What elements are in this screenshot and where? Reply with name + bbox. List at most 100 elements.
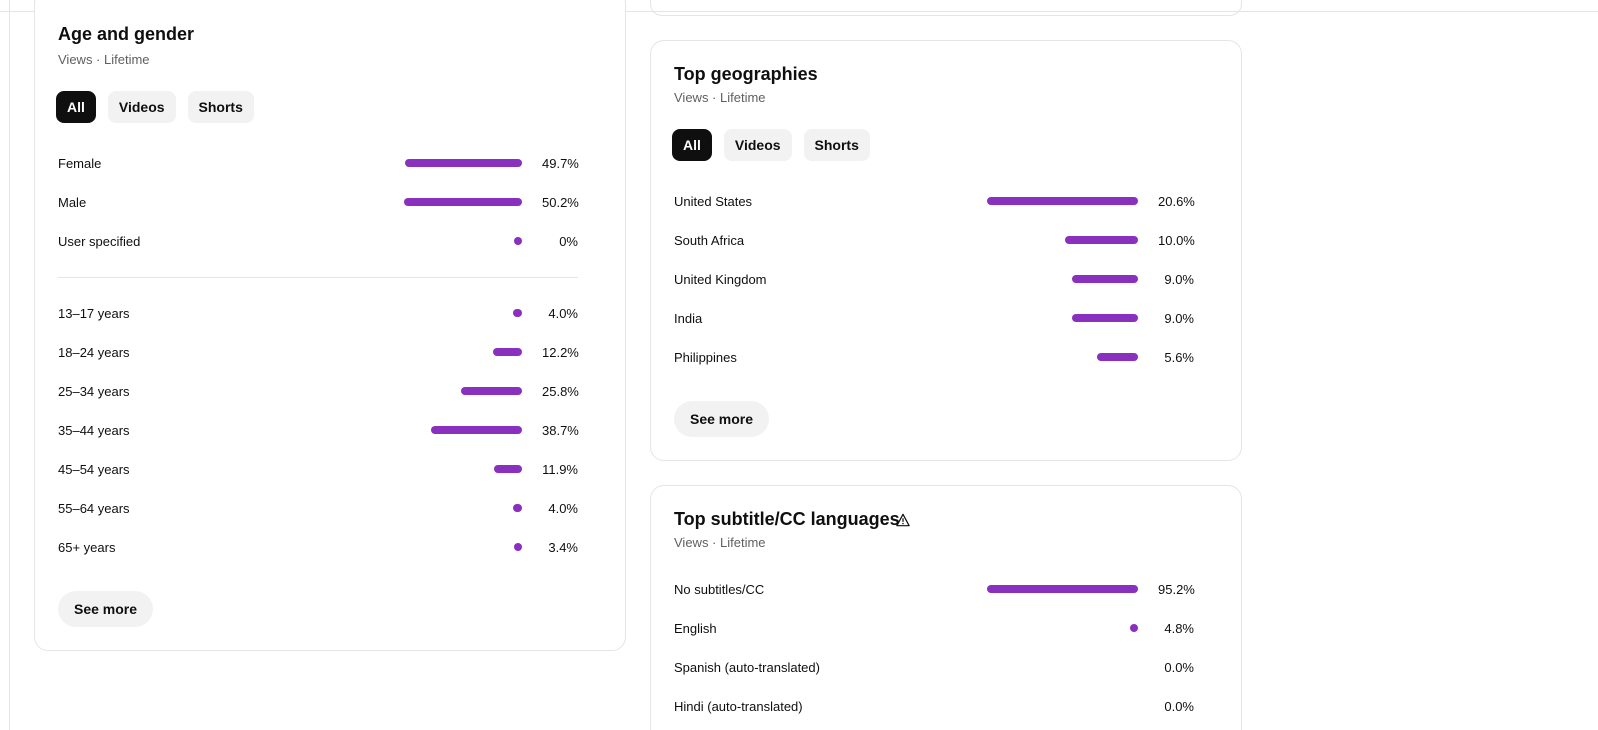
bar-track — [978, 314, 1138, 322]
row-value: 0% — [559, 233, 578, 249]
bar-fill — [513, 309, 522, 317]
list-item: 25–34 years 25.8% — [58, 381, 579, 401]
bar-fill — [987, 585, 1138, 593]
bar-track — [978, 624, 1138, 632]
chip-shorts[interactable]: Shorts — [187, 91, 254, 123]
bar-track — [362, 348, 522, 356]
row-label: No subtitles/CC — [674, 581, 765, 597]
list-item: Spanish (auto-translated) 0.0% — [674, 657, 1194, 677]
bar-track — [978, 275, 1138, 283]
bar-track — [362, 543, 522, 551]
row-value: 10.0% — [1158, 232, 1195, 248]
list-item: 45–54 years 11.9% — [58, 459, 578, 479]
bar-track — [362, 198, 522, 206]
see-more-button[interactable]: See more — [674, 401, 770, 437]
card-title: Age and gender — [58, 24, 195, 44]
row-label: Female — [58, 155, 102, 171]
list-item: No subtitles/CC 95.2% — [674, 579, 1195, 599]
row-value: 11.9% — [542, 461, 578, 477]
bar-fill — [404, 198, 522, 206]
card-title: Top subtitle/CC languages — [674, 509, 900, 529]
card-subtitle: Views · Lifetime — [58, 52, 150, 67]
list-item: 18–24 years 12.2% — [58, 342, 579, 362]
chip-all[interactable]: All — [56, 91, 96, 123]
row-label: User specified — [58, 233, 141, 249]
row-value: 20.6% — [1158, 193, 1195, 209]
bar-fill — [494, 465, 522, 473]
row-label: 45–54 years — [58, 461, 130, 477]
page-left-border — [9, 0, 10, 730]
row-value: 0.0% — [1164, 659, 1194, 675]
row-label: 25–34 years — [58, 383, 130, 399]
row-value: 38.7% — [542, 422, 579, 438]
list-item: 35–44 years 38.7% — [58, 420, 579, 440]
row-label: English — [674, 620, 717, 636]
chip-videos[interactable]: Videos — [107, 91, 176, 123]
bar-fill — [461, 387, 522, 395]
row-value: 49.7% — [542, 155, 579, 171]
row-label: 13–17 years — [58, 305, 130, 321]
row-label: Hindi (auto-translated) — [674, 698, 803, 714]
row-value: 25.8% — [542, 383, 579, 399]
chip-videos[interactable]: Videos — [723, 129, 792, 161]
bar-track — [362, 465, 522, 473]
top-subtitle-languages-card: Top subtitle/CC languages Views · Lifeti… — [650, 485, 1242, 730]
bar-track — [362, 426, 522, 434]
list-item: Male 50.2% — [58, 192, 579, 212]
list-item: Philippines 5.6% — [674, 347, 1194, 367]
bar-fill — [987, 197, 1138, 205]
row-value: 4.0% — [548, 305, 578, 321]
row-label: Spanish (auto-translated) — [674, 659, 820, 675]
tab-bar-divider — [0, 11, 1598, 12]
row-label: 65+ years — [58, 539, 116, 555]
age-and-gender-card: Age and gender Views · Lifetime All Vide… — [34, 0, 626, 651]
content-type-chips: All Videos Shorts — [672, 129, 870, 161]
bar-fill — [1130, 624, 1138, 632]
list-item: User specified 0% — [58, 231, 578, 251]
row-label: South Africa — [674, 232, 745, 248]
list-item: Female 49.7% — [58, 153, 579, 173]
list-item: Hindi (auto-translated) 0.0% — [674, 696, 1194, 716]
row-value: 95.2% — [1158, 581, 1195, 597]
row-value: 12.2% — [542, 344, 579, 360]
bar-fill — [493, 348, 522, 356]
bar-fill — [431, 426, 522, 434]
bar-track — [362, 387, 522, 395]
list-item: India 9.0% — [674, 308, 1194, 328]
warning-icon[interactable] — [896, 513, 910, 527]
bar-track — [978, 197, 1138, 205]
row-value: 4.8% — [1164, 620, 1194, 636]
row-value: 50.2% — [542, 194, 579, 210]
bar-track — [978, 663, 1138, 671]
previous-card — [650, 0, 1242, 16]
card-subtitle: Views · Lifetime — [674, 535, 766, 550]
bar-track — [362, 237, 522, 245]
row-label: 18–24 years — [58, 344, 130, 360]
card-subtitle: Views · Lifetime — [674, 90, 766, 105]
chip-all[interactable]: All — [672, 129, 712, 161]
list-item: 13–17 years 4.0% — [58, 303, 578, 323]
list-item: United States 20.6% — [674, 191, 1195, 211]
content-type-chips: All Videos Shorts — [56, 91, 254, 123]
list-item: South Africa 10.0% — [674, 230, 1195, 250]
bar-fill — [1072, 275, 1138, 283]
list-item: United Kingdom 9.0% — [674, 269, 1194, 289]
bar-fill — [514, 543, 522, 551]
section-divider — [58, 277, 578, 278]
bar-track — [362, 504, 522, 512]
bar-track — [362, 159, 522, 167]
row-label: United States — [674, 193, 753, 209]
bar-fill — [514, 237, 522, 245]
row-label: Male — [58, 194, 87, 210]
see-more-button[interactable]: See more — [58, 591, 154, 627]
bar-track — [978, 236, 1138, 244]
top-geographies-card: Top geographies Views · Lifetime All Vid… — [650, 40, 1242, 461]
row-label: United Kingdom — [674, 271, 767, 287]
chip-shorts[interactable]: Shorts — [803, 129, 870, 161]
list-item: 65+ years 3.4% — [58, 537, 578, 557]
list-item: English 4.8% — [674, 618, 1194, 638]
row-label: India — [674, 310, 703, 326]
row-value: 9.0% — [1164, 271, 1194, 287]
row-value: 4.0% — [548, 500, 578, 516]
bar-track — [978, 585, 1138, 593]
